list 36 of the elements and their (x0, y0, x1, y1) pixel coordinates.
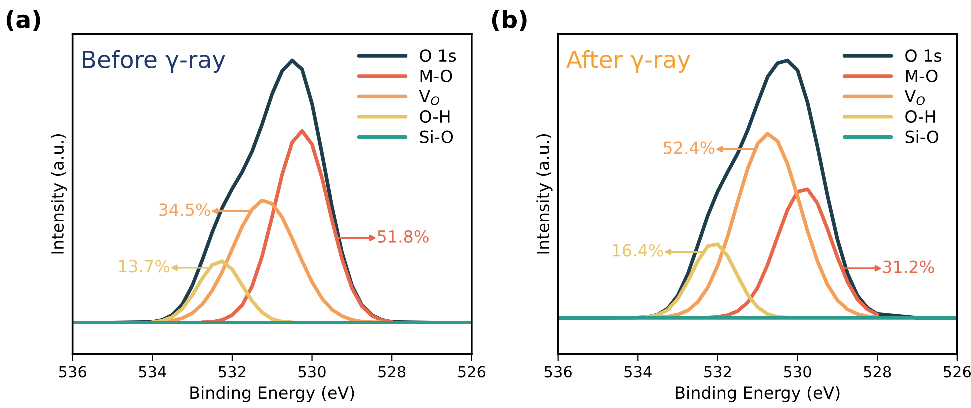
x-tick-label: 534 (624, 366, 652, 378)
x-tick-label: 532 (219, 366, 246, 378)
legend-label: O 1s (906, 50, 942, 62)
annotation: 51.8% (378, 230, 429, 244)
legend-label: O-H (906, 110, 936, 124)
x-tick-label: 530 (784, 366, 812, 378)
y-axis-title: Intensity (a.u.) (51, 134, 68, 254)
x-tick-label: 528 (864, 366, 892, 378)
text: (b) (492, 10, 527, 32)
legend-label: V$_{O}$ (419, 90, 440, 106)
legend-label: M-O (420, 70, 452, 82)
x-tick-label: 528 (378, 366, 406, 378)
x-tick-label: 532 (704, 366, 732, 378)
annotation: 34.5% (160, 204, 210, 216)
legend-label: O 1s (420, 50, 456, 62)
x-tick-label: 526 (944, 366, 971, 378)
x-axis-title: Binding Energy (eV) (676, 386, 840, 402)
legend-label: Si-O (906, 130, 939, 144)
legend-label: Si-O (420, 130, 454, 144)
x-tick-label: 530 (298, 366, 326, 378)
chart-title: Before γ-ray (83, 50, 226, 74)
x-tick-label: 536 (59, 366, 86, 378)
legend-label: V$_{O}$ (904, 90, 925, 106)
legend-label: O-H (420, 110, 450, 124)
x-tick-label: 536 (544, 366, 572, 378)
annotation: 31.2% (883, 260, 934, 274)
y-axis-title: Intensity (a.u.) (536, 134, 553, 254)
x-tick-label: 534 (139, 366, 166, 378)
annotation: 13.7% (119, 260, 170, 273)
x-axis-title: Binding Energy (eV) (190, 386, 354, 402)
legend-label: M-O (906, 70, 938, 82)
annotation: 16.4% (613, 244, 664, 257)
chart-title: After γ-ray (566, 50, 690, 74)
annotation: 52.4% (664, 142, 715, 154)
text: (a) (6, 10, 40, 32)
x-tick-label: 526 (458, 366, 486, 378)
